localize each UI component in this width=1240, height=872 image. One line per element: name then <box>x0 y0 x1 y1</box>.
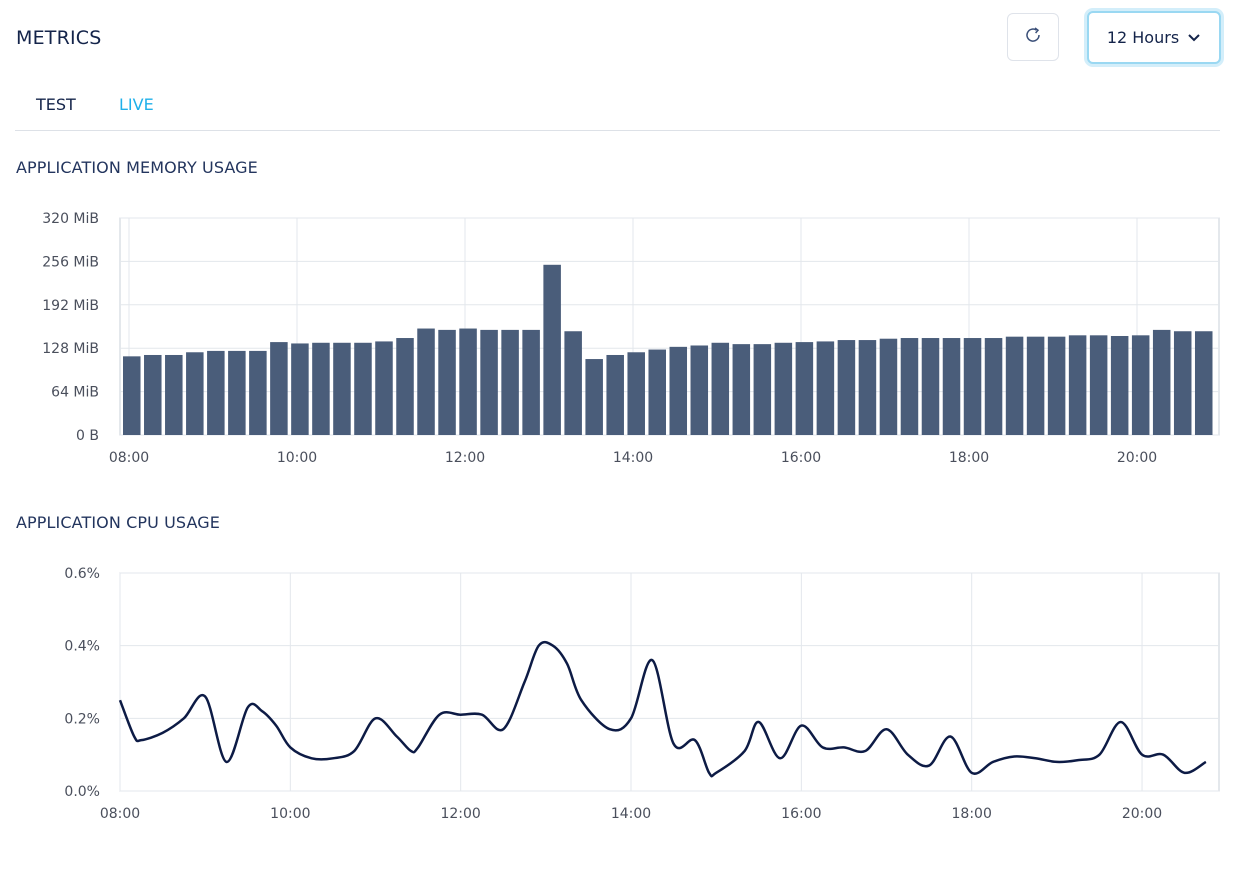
memory-bar <box>837 340 856 435</box>
memory-bar <box>354 342 372 435</box>
memory-bar <box>858 340 877 435</box>
time-range-label: 12 Hours <box>1106 28 1180 47</box>
x-tick-label: 10:00 <box>270 806 310 822</box>
y-tick-label: 0.6% <box>64 566 100 582</box>
memory-bar <box>774 342 793 435</box>
memory-bar <box>1047 336 1066 435</box>
memory-bar <box>1089 335 1108 435</box>
environment-tabs: TEST LIVE <box>15 90 1220 131</box>
y-tick-label: 0.4% <box>64 639 100 655</box>
memory-bar <box>984 338 1003 435</box>
cpu-usage-chart: 0.6% 0.4% 0.2% 0.0%08:00 10:00 12:00 14:00 16:0… <box>64 566 1220 822</box>
x-tick-label: 18:00 <box>952 806 992 822</box>
memory-bar <box>228 350 246 435</box>
memory-usage-chart: 320 MiB 256 MiB 192 MiB 128 MiB 64 MiB 0 B 08:… <box>42 211 1220 466</box>
memory-bar <box>123 356 141 435</box>
memory-bar <box>627 352 645 435</box>
x-tick-label: 08:00 <box>100 806 140 822</box>
y-tick-label: 256 MiB <box>42 254 99 270</box>
memory-bar <box>1152 329 1171 435</box>
memory-bar <box>606 354 624 435</box>
x-tick-label: 14:00 <box>613 450 653 466</box>
memory-bar <box>795 342 814 435</box>
x-tick-label: 12:00 <box>440 806 480 822</box>
y-tick-label: 0.0% <box>64 784 100 800</box>
cpu-usage-line <box>118 640 1207 778</box>
page-title: METRICS <box>16 27 102 49</box>
x-tick-label: 12:00 <box>445 450 485 466</box>
y-tick-label: 128 MiB <box>42 341 99 357</box>
memory-bar <box>333 342 351 435</box>
memory-bar <box>1173 331 1192 435</box>
memory-bar <box>543 264 561 435</box>
x-tick-label: 16:00 <box>781 450 821 466</box>
cpu-chart-title: APPLICATION CPU USAGE <box>16 513 220 532</box>
memory-bar <box>480 329 498 435</box>
x-tick-label: 18:00 <box>949 450 989 466</box>
memory-bar <box>900 338 919 435</box>
memory-bar <box>270 342 288 435</box>
memory-bar <box>312 342 330 435</box>
memory-bar <box>207 350 225 435</box>
memory-bar <box>249 350 267 435</box>
memory-bar <box>669 346 688 435</box>
memory-bar <box>648 349 666 435</box>
memory-bar <box>396 338 414 435</box>
y-tick-label: 0.2% <box>64 711 100 727</box>
memory-bar <box>753 344 772 435</box>
memory-bar <box>165 354 183 435</box>
memory-bar <box>1131 335 1150 435</box>
memory-bar <box>963 338 982 435</box>
time-range-select[interactable]: 12 Hours <box>1087 11 1221 64</box>
y-tick-label: 192 MiB <box>42 298 99 314</box>
memory-bar <box>501 329 519 435</box>
refresh-icon <box>1023 25 1043 49</box>
x-tick-label: 20:00 <box>1117 450 1157 466</box>
memory-bar <box>564 331 582 435</box>
y-tick-label: 64 MiB <box>51 385 99 401</box>
memory-bar <box>879 338 898 435</box>
refresh-button[interactable] <box>1007 13 1059 61</box>
memory-bar <box>921 338 940 435</box>
x-tick-label: 08:00 <box>109 450 149 466</box>
memory-bar <box>186 352 204 435</box>
plot-frame <box>119 572 1220 792</box>
memory-bar <box>1194 331 1213 435</box>
memory-bar <box>144 354 162 435</box>
memory-bar <box>291 343 309 435</box>
tab-test[interactable]: TEST <box>36 95 76 114</box>
memory-bar <box>690 345 709 435</box>
tab-live[interactable]: LIVE <box>119 95 154 114</box>
memory-bar <box>375 341 393 435</box>
memory-bar <box>1005 336 1024 435</box>
x-tick-label: 20:00 <box>1122 806 1162 822</box>
memory-bar <box>459 328 477 435</box>
memory-bar <box>732 344 751 435</box>
memory-bar <box>711 342 730 435</box>
memory-bar <box>1026 336 1045 435</box>
memory-bar <box>438 329 456 435</box>
memory-bar <box>1068 335 1087 435</box>
x-tick-label: 14:00 <box>611 806 651 822</box>
x-tick-label: 16:00 <box>781 806 821 822</box>
memory-chart-title: APPLICATION MEMORY USAGE <box>16 158 258 177</box>
memory-bar <box>417 328 435 435</box>
memory-bar <box>942 338 961 435</box>
memory-bar <box>522 329 540 435</box>
x-tick-label: 10:00 <box>277 450 317 466</box>
memory-bar <box>1110 335 1129 435</box>
y-tick-label: 320 MiB <box>42 211 99 227</box>
memory-bar <box>585 359 603 435</box>
memory-bar <box>816 341 835 435</box>
chevron-down-icon <box>1187 28 1201 47</box>
y-tick-label: 0 B <box>76 428 99 444</box>
